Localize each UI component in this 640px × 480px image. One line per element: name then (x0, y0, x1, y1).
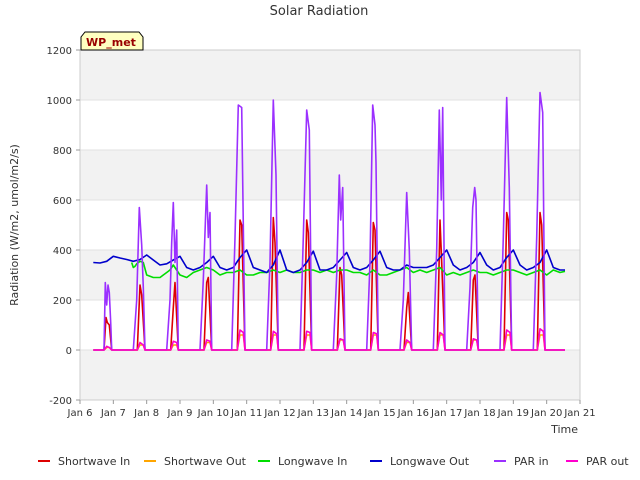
x-axis: Jan 6 Jan 7 Jan 8 Jan 9 Jan 10 Jan 11 Jan 12 Ja… (67, 400, 596, 419)
grid-band (80, 150, 580, 200)
x-tick-label: Jan 13 (297, 408, 329, 419)
x-tick-label: Jan 8 (133, 408, 159, 419)
x-tick-label: Jan 18 (463, 408, 495, 419)
annotation-box (80, 31, 144, 51)
x-tick-label: Jan 6 (67, 408, 93, 419)
x-tick-label: Jan 15 (363, 408, 395, 419)
plot-area (79, 49, 581, 401)
y-tick-label: 400 (53, 246, 72, 257)
legend-label: Shortwave Out (164, 455, 247, 468)
x-tick-label: Jan 9 (167, 408, 193, 419)
legend-label: PAR in (514, 455, 549, 468)
y-tick-label: 1000 (47, 96, 72, 107)
grid-band (80, 50, 580, 100)
series-line-shortwave-out (93, 334, 565, 351)
x-tick-label: Jan 12 (263, 408, 295, 419)
x-tick-label: Jan 20 (530, 408, 562, 419)
y-axis: -200 0 200 400 600 800 1000 1200 (47, 46, 80, 407)
x-tick-label: Jan 19 (497, 408, 529, 419)
legend: Shortwave In Shortwave Out Longwave In Long… (38, 455, 629, 468)
series-line-longwave-out (93, 249, 565, 274)
y-axis-label: Radiation (W/m2, umol/m2/s) (8, 144, 21, 306)
y-tick-label: 1200 (47, 46, 72, 57)
x-tick-label: Jan 16 (397, 408, 429, 419)
annotation-label: WP_met (86, 36, 136, 49)
x-tick-label: Jan 17 (430, 408, 462, 419)
series-lines (93, 91, 566, 351)
y-tick-label: 600 (53, 196, 72, 207)
series-line-longwave-in (130, 260, 566, 279)
series-line-par-in (93, 91, 565, 351)
legend-label: Longwave In (278, 455, 347, 468)
x-tick-label: Jan 11 (230, 408, 262, 419)
y-tick-label: 200 (53, 296, 72, 307)
grid-band (80, 350, 580, 400)
legend-label: Shortwave In (58, 455, 130, 468)
legend-label: Longwave Out (390, 455, 470, 468)
wp-met-annotation: WP_met (80, 31, 144, 51)
series-line-par-out (93, 327, 565, 351)
y-tick-label: 0 (66, 346, 72, 357)
legend-label: PAR out (586, 455, 629, 468)
x-axis-label: Time (550, 423, 578, 436)
chart-title: Solar Radiation (270, 4, 369, 19)
x-tick-label: Jan 21 (563, 408, 595, 419)
x-tick-label: Jan 14 (330, 408, 362, 419)
x-tick-label: Jan 10 (197, 408, 229, 419)
y-tick-label: 800 (53, 146, 72, 157)
y-tick-label: -200 (49, 396, 72, 407)
x-tick-label: Jan 7 (100, 408, 126, 419)
